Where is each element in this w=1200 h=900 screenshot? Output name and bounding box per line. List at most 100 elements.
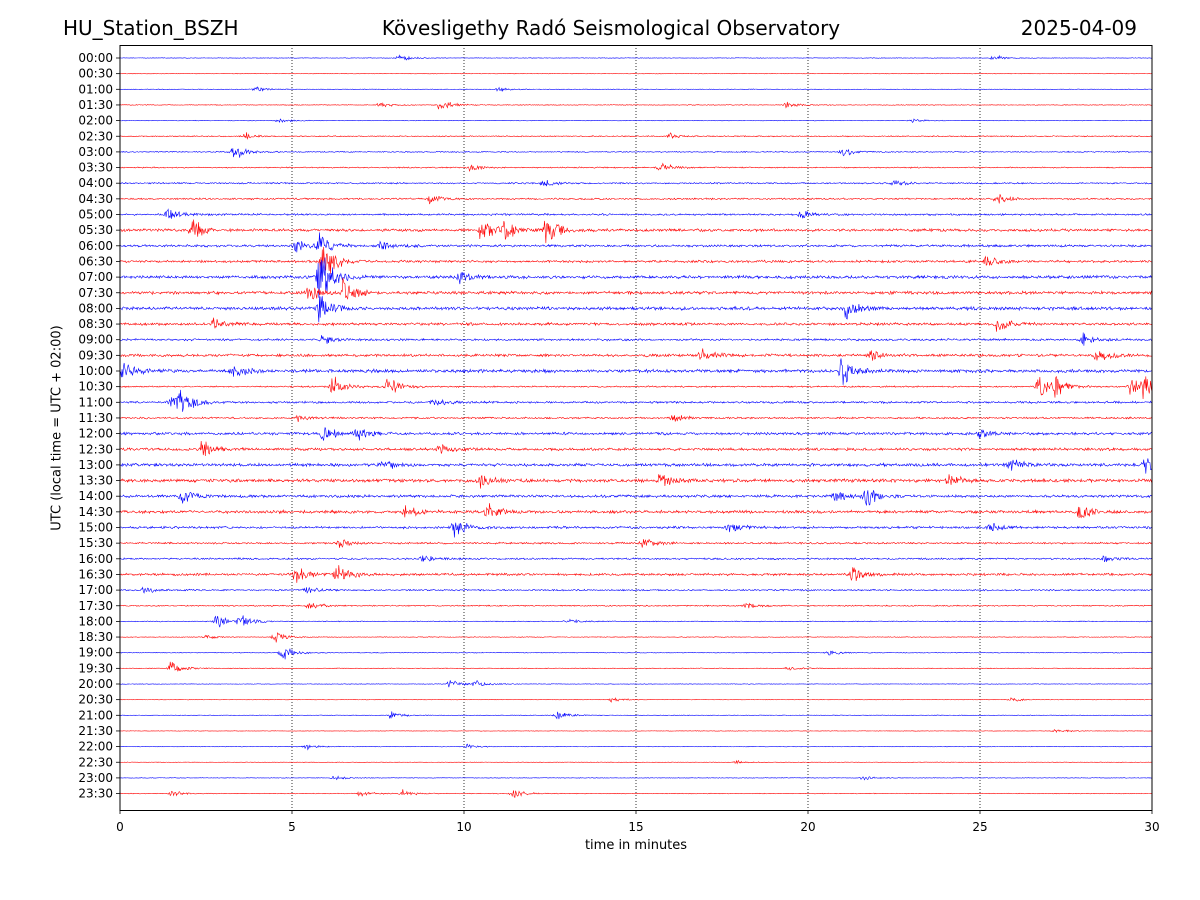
y-tick-label: 21:00 [78, 708, 113, 722]
trace-0900 [119, 332, 1153, 346]
y-tick-label: 05:30 [78, 223, 113, 237]
y-axis-label: UTC (local time = UTC + 02:00) [49, 325, 65, 531]
trace-0930 [119, 348, 1153, 361]
trace-0800 [119, 296, 1153, 323]
y-tick-label: 04:00 [78, 176, 113, 190]
y-tick-label: 01:00 [78, 82, 113, 96]
y-tick-label: 01:30 [78, 98, 113, 112]
x-tick-label: 5 [288, 820, 296, 834]
y-tick-label: 15:30 [78, 536, 113, 550]
y-tick-label: 06:00 [78, 239, 113, 253]
y-tick-label: 19:30 [78, 661, 113, 675]
y-tick-label: 14:00 [78, 489, 113, 503]
trace-0830 [119, 317, 1153, 332]
trace-0500 [119, 208, 1153, 219]
trace-1400 [119, 490, 1153, 506]
y-tick-label: 22:30 [78, 755, 113, 769]
trace-0330 [119, 162, 1153, 173]
y-tick-label: 13:30 [78, 474, 113, 488]
trace-1200 [119, 427, 1153, 441]
trace-0600 [119, 232, 1153, 253]
trace-2030 [119, 697, 1153, 703]
x-tick-label: 30 [1144, 820, 1159, 834]
x-tick-label: 25 [972, 820, 987, 834]
trace-1800 [119, 615, 1153, 628]
trace-0730 [119, 277, 1153, 300]
y-tick-label: 07:00 [78, 270, 113, 284]
y-tick-label: 12:30 [78, 442, 113, 456]
y-tick-label: 02:00 [78, 114, 113, 128]
x-tick-label: 10 [456, 820, 471, 834]
y-tick-label: 11:30 [78, 411, 113, 425]
x-tick-label: 15 [628, 820, 643, 834]
trace-1700 [119, 586, 1153, 594]
y-tick-label: 14:30 [78, 505, 113, 519]
trace-1430 [119, 503, 1153, 519]
y-tick-label: 13:00 [78, 458, 113, 472]
y-tick-label: 18:30 [78, 630, 113, 644]
trace-1930 [119, 661, 1153, 672]
trace-2000 [119, 679, 1153, 688]
trace-2100 [119, 711, 1153, 720]
x-tick-label: 20 [800, 820, 815, 834]
y-tick-label: 19:00 [78, 646, 113, 660]
trace-2230 [119, 759, 1153, 765]
y-tick-label: 15:00 [78, 521, 113, 535]
trace-0000 [119, 54, 1153, 61]
y-tick-label: 00:30 [78, 67, 113, 81]
y-tick-label: 23:00 [78, 771, 113, 785]
trace-2200 [119, 743, 1153, 751]
x-ticks: 0 5 10 15 20 25 30 [116, 810, 1160, 834]
y-tick-label: 06:30 [78, 254, 113, 268]
trace-1730 [119, 602, 1153, 609]
trace-1500 [119, 522, 1153, 538]
trace-0400 [119, 180, 1153, 187]
y-tick-label: 10:00 [78, 364, 113, 378]
vertical-grid [291, 45, 981, 810]
trace-0130 [119, 101, 1153, 110]
plot-frame [119, 45, 1153, 811]
trace-1000 [119, 358, 1153, 385]
y-tick-label: 00:00 [78, 51, 113, 65]
y-tick-label: 08:30 [78, 317, 113, 331]
y-tick-label: 10:30 [78, 380, 113, 394]
y-tick-label: 17:30 [78, 599, 113, 613]
trace-1830 [120, 632, 1153, 643]
trace-1230 [119, 441, 1153, 456]
y-tick-label: 16:00 [78, 552, 113, 566]
y-tick-label: 21:30 [78, 724, 113, 738]
y-tick-label: 07:30 [78, 286, 113, 300]
y-tick-label: 05:00 [78, 208, 113, 222]
trace-1130 [119, 414, 1153, 422]
y-tick-label: 23:30 [78, 787, 113, 801]
trace-2130 [119, 728, 1153, 734]
y-tick-label: 20:00 [78, 677, 113, 691]
y-tick-label: 11:00 [78, 395, 113, 409]
trace-1300 [119, 458, 1153, 474]
x-axis-label: time in minutes [584, 838, 688, 853]
trace-0630 [119, 246, 1153, 274]
trace-0530 [119, 219, 1153, 244]
trace-group [119, 54, 1153, 798]
station-name: HU_Station_BSZH [63, 16, 239, 40]
trace-0100 [119, 86, 1153, 93]
trace-1100 [119, 389, 1153, 412]
y-tick-label: 12:00 [78, 427, 113, 441]
trace-0030 [119, 73, 1153, 75]
trace-1900 [119, 647, 1153, 660]
y-tick-label: 03:00 [78, 145, 113, 159]
y-tick-label: 22:00 [78, 740, 113, 754]
trace-1630 [119, 565, 1153, 583]
trace-0700 [119, 257, 1153, 298]
y-tick-label: 09:30 [78, 348, 113, 362]
trace-1330 [119, 474, 1153, 489]
chart-date: 2025-04-09 [1020, 16, 1137, 40]
trace-1530 [119, 538, 1153, 548]
trace-0300 [119, 148, 1153, 158]
trace-2330 [119, 789, 1153, 798]
y-tick-label: 08:00 [78, 301, 113, 315]
y-tick-label: 16:30 [78, 567, 113, 581]
y-tick-label: 02:30 [78, 129, 113, 143]
y-tick-label: 04:30 [78, 192, 113, 206]
